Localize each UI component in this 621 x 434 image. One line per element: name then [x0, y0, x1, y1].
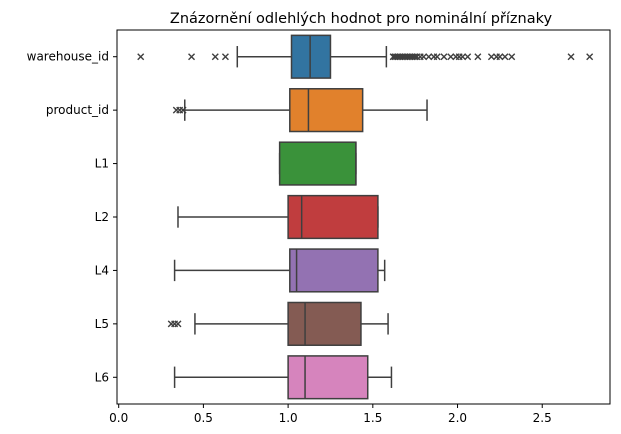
- outlier-point: [447, 53, 455, 61]
- plot-frame: [116, 29, 611, 405]
- outlier-point: [440, 53, 448, 61]
- boxes-layer: [137, 34, 594, 400]
- outlier-point: [567, 53, 575, 61]
- outlier-point: [137, 53, 145, 61]
- outlier-point: [433, 53, 441, 61]
- outlier-point: [425, 53, 433, 61]
- outlier-point: [464, 53, 472, 61]
- box-iqr: [289, 88, 364, 133]
- outlier-point: [501, 53, 509, 61]
- outlier-point: [174, 320, 182, 328]
- box-iqr: [287, 301, 362, 346]
- outlier-point: [188, 53, 196, 61]
- chart-title: Znázornění odlehlých hodnot pro nomináln…: [170, 11, 553, 27]
- box-L5: [167, 301, 389, 346]
- box-iqr: [287, 194, 379, 240]
- outlier-point: [459, 53, 467, 61]
- x-tick-label: 0.0: [109, 411, 128, 425]
- box-warehouse_id: [137, 34, 594, 79]
- x-tick-label: 1.5: [363, 411, 382, 425]
- outlier-point: [508, 53, 516, 61]
- y-tick-label: L2: [95, 210, 109, 224]
- x-axis: 0.0 0.5 1.0 1.5 2.0 2.5: [109, 404, 552, 425]
- box-L6: [173, 355, 393, 400]
- y-axis: warehouse_id product_id L1 L2 L4 L5 L6: [27, 50, 117, 384]
- box-product_id: [172, 88, 428, 133]
- outlier-point: [496, 53, 504, 61]
- y-tick-label: warehouse_id: [27, 50, 109, 64]
- box-iqr: [287, 355, 369, 400]
- outlier-point: [211, 53, 219, 61]
- outlier-point: [221, 53, 229, 61]
- box-L2: [177, 194, 379, 240]
- y-tick-label: L6: [95, 370, 109, 384]
- outlier-point: [420, 53, 428, 61]
- x-tick-label: 1.0: [279, 411, 298, 425]
- outlier-point: [179, 106, 187, 114]
- outlier-point: [586, 53, 594, 61]
- y-tick-label: L5: [95, 317, 109, 331]
- x-tick-label: 0.5: [194, 411, 213, 425]
- box-L1: [278, 141, 357, 186]
- x-tick-label: 2.0: [448, 411, 467, 425]
- box-iqr: [289, 248, 379, 293]
- y-tick-label: L4: [95, 263, 109, 277]
- box-L4: [173, 248, 386, 293]
- y-tick-label: product_id: [46, 103, 109, 117]
- box-iqr: [290, 34, 332, 79]
- x-tick-label: 2.5: [533, 411, 552, 425]
- outlier-point: [474, 53, 482, 61]
- outlier-point: [487, 53, 495, 61]
- box-iqr: [278, 141, 357, 186]
- y-tick-label: L1: [95, 157, 109, 171]
- outlier-point: [411, 53, 419, 61]
